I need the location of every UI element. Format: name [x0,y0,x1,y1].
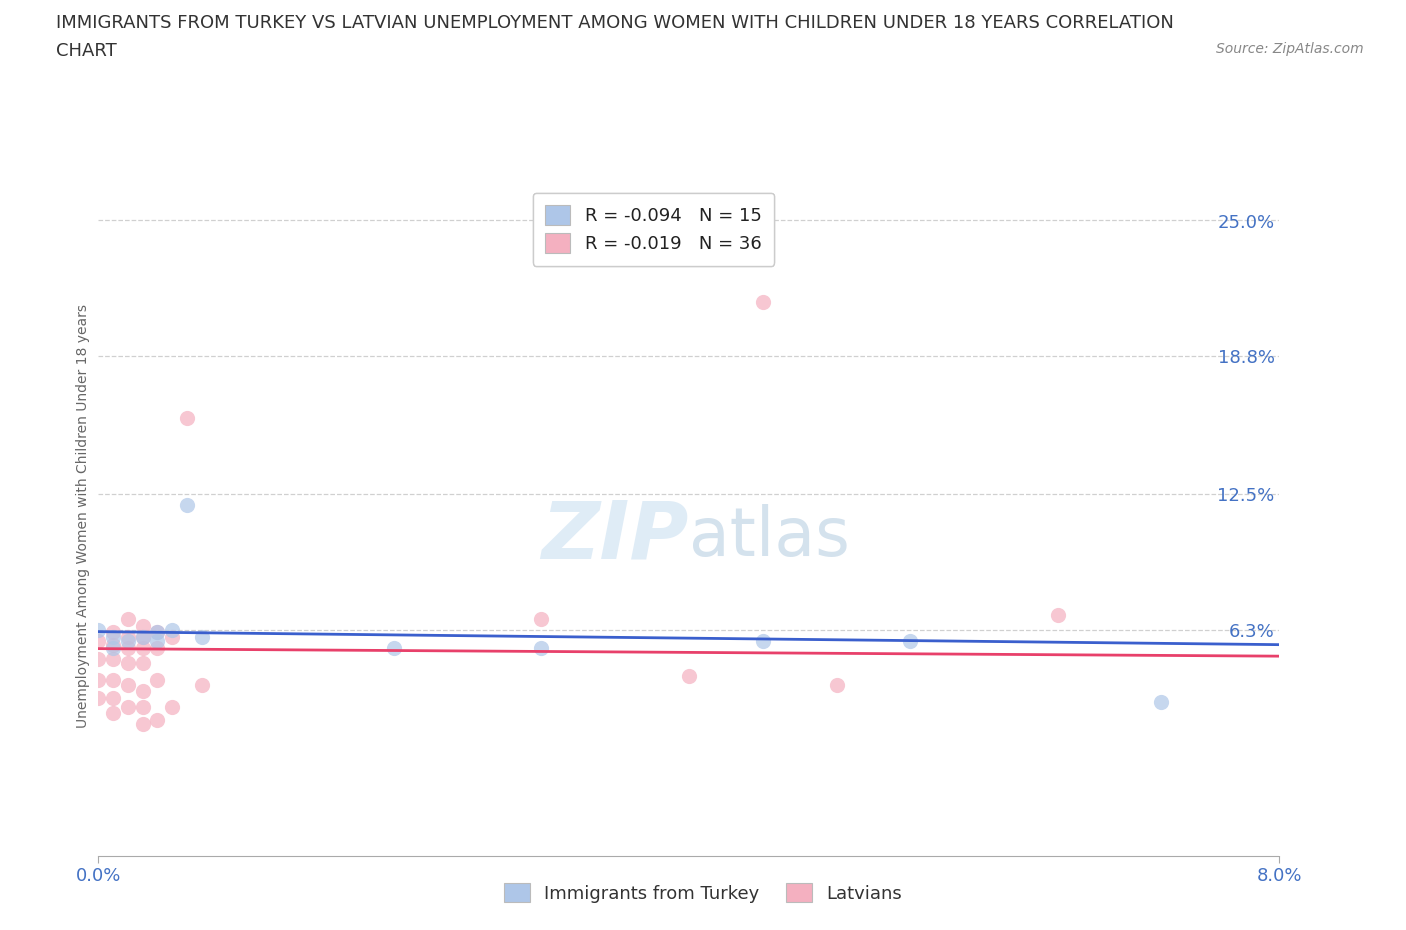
Point [132,684,155,698]
Point [103,640,124,655]
Point [132,717,155,732]
Point [898,633,921,648]
Point [87,673,110,688]
Point [530,640,553,655]
Point [176,410,198,425]
Point [530,612,553,627]
Text: atlas: atlas [689,503,849,569]
Point [103,630,124,644]
Point [103,706,124,721]
Point [191,630,214,644]
Point [176,498,198,512]
Point [87,690,110,705]
Point [117,612,139,627]
Point [162,699,183,714]
Y-axis label: Unemployment Among Women with Children Under 18 years: Unemployment Among Women with Children U… [76,304,90,728]
Point [162,622,183,637]
Point [117,656,139,671]
Text: ZIP: ZIP [541,498,689,576]
Point [751,633,773,648]
Text: IMMIGRANTS FROM TURKEY VS LATVIAN UNEMPLOYMENT AMONG WOMEN WITH CHILDREN UNDER 1: IMMIGRANTS FROM TURKEY VS LATVIAN UNEMPL… [56,14,1174,32]
Point [103,690,124,705]
Point [117,640,139,655]
Point [103,651,124,666]
Text: Source: ZipAtlas.com: Source: ZipAtlas.com [1216,42,1364,56]
Point [132,640,155,655]
Point [103,625,124,640]
Point [146,633,169,648]
Point [1150,695,1173,710]
Point [146,673,169,688]
Point [117,699,139,714]
Point [117,633,139,648]
Point [146,625,169,640]
Point [751,294,773,309]
Legend: Immigrants from Turkey, Latvians: Immigrants from Turkey, Latvians [495,873,911,911]
Point [162,630,183,644]
Point [103,673,124,688]
Point [87,633,110,648]
Point [146,640,169,655]
Point [132,630,155,644]
Point [825,677,848,692]
Point [678,669,700,684]
Point [132,656,155,671]
Point [191,677,214,692]
Point [1046,607,1069,622]
Legend: R = -0.094   N = 15, R = -0.019   N = 36: R = -0.094 N = 15, R = -0.019 N = 36 [533,193,775,266]
Point [117,677,139,692]
Point [382,640,405,655]
Point [146,625,169,640]
Text: CHART: CHART [56,42,117,60]
Point [132,699,155,714]
Point [146,712,169,727]
Point [117,630,139,644]
Point [87,622,110,637]
Point [87,651,110,666]
Point [132,618,155,633]
Point [103,638,124,653]
Point [132,630,155,644]
